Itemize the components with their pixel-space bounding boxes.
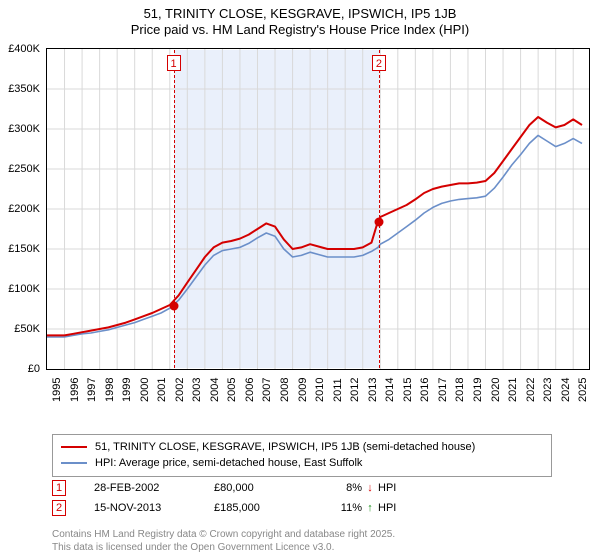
sale-price-1: £80,000 (214, 482, 314, 494)
legend-label-1: 51, TRINITY CLOSE, KESGRAVE, IPSWICH, IP… (95, 441, 475, 453)
legend-item-1: 51, TRINITY CLOSE, KESGRAVE, IPSWICH, IP… (61, 439, 543, 455)
title-address: 51, TRINITY CLOSE, KESGRAVE, IPSWICH, IP… (0, 6, 600, 22)
x-tick-label: 2022 (525, 378, 537, 402)
marker-line-2 (379, 50, 380, 368)
x-tick-label: 2008 (279, 378, 291, 402)
arrow-down-icon: ↓ (362, 482, 378, 494)
sale-date-2: 15-NOV-2013 (94, 502, 214, 514)
x-tick-label: 2002 (174, 378, 186, 402)
x-tick-label: 2000 (139, 378, 151, 402)
x-tick-label: 2007 (261, 378, 273, 402)
y-tick-label: £250K (0, 163, 40, 175)
title-block: 51, TRINITY CLOSE, KESGRAVE, IPSWICH, IP… (0, 0, 600, 39)
marker-dot-1 (169, 302, 178, 311)
line-series (47, 49, 589, 369)
x-tick-label: 2011 (332, 378, 344, 402)
sale-price-2: £185,000 (214, 502, 314, 514)
x-tick-label: 2005 (226, 378, 238, 402)
x-tick-label: 2009 (297, 378, 309, 402)
x-tick-label: 2006 (244, 378, 256, 402)
y-tick-label: £200K (0, 203, 40, 215)
marker-box-2: 2 (372, 55, 386, 71)
y-tick-label: £150K (0, 243, 40, 255)
marker-box-1: 1 (167, 55, 181, 71)
chart-container: 51, TRINITY CLOSE, KESGRAVE, IPSWICH, IP… (0, 0, 600, 560)
x-tick-label: 2023 (542, 378, 554, 402)
y-tick-label: £350K (0, 83, 40, 95)
x-tick-label: 2014 (384, 378, 396, 402)
x-tick-label: 2010 (314, 378, 326, 402)
x-tick-label: 2017 (437, 378, 449, 402)
legend-item-2: HPI: Average price, semi-detached house,… (61, 455, 543, 471)
footer-attribution: Contains HM Land Registry data © Crown c… (52, 529, 395, 554)
x-tick-label: 2003 (191, 378, 203, 402)
y-tick-label: £400K (0, 43, 40, 55)
sale-date-1: 28-FEB-2002 (94, 482, 214, 494)
y-tick-label: £100K (0, 283, 40, 295)
x-tick-label: 2012 (349, 378, 361, 402)
x-tick-label: 2021 (507, 378, 519, 402)
chart-area: £0£50K£100K£150K£200K£250K£300K£350K£400… (46, 48, 590, 396)
title-subtitle: Price paid vs. HM Land Registry's House … (0, 22, 600, 38)
y-tick-label: £0 (0, 363, 40, 375)
y-tick-label: £50K (0, 323, 40, 335)
legend-label-2: HPI: Average price, semi-detached house,… (95, 457, 362, 469)
legend-box: 51, TRINITY CLOSE, KESGRAVE, IPSWICH, IP… (52, 434, 552, 477)
legend-swatch-2 (61, 462, 87, 464)
sale-marker-2: 2 (52, 500, 66, 516)
sales-table: 1 28-FEB-2002 £80,000 8% ↓ HPI 2 15-NOV-… (52, 478, 552, 518)
x-tick-label: 2024 (560, 378, 572, 402)
x-tick-label: 1997 (86, 378, 98, 402)
sale-row-2: 2 15-NOV-2013 £185,000 11% ↑ HPI (52, 498, 552, 518)
sale-pct-1: 8% (314, 482, 362, 494)
x-tick-label: 2019 (472, 378, 484, 402)
x-tick-label: 2020 (490, 378, 502, 402)
x-tick-label: 2025 (577, 378, 589, 402)
marker-dot-2 (374, 218, 383, 227)
marker-line-1 (174, 50, 175, 368)
y-tick-label: £300K (0, 123, 40, 135)
x-tick-label: 1996 (69, 378, 81, 402)
x-tick-label: 1998 (104, 378, 116, 402)
sale-marker-1: 1 (52, 480, 66, 496)
x-tick-label: 2015 (402, 378, 414, 402)
sale-row-1: 1 28-FEB-2002 £80,000 8% ↓ HPI (52, 478, 552, 498)
footer-line-1: Contains HM Land Registry data © Crown c… (52, 529, 395, 542)
sale-pct-2: 11% (314, 502, 362, 514)
x-tick-label: 1999 (121, 378, 133, 402)
x-tick-label: 2013 (367, 378, 379, 402)
arrow-up-icon: ↑ (362, 502, 378, 514)
sale-ref-2: HPI (378, 502, 418, 514)
x-tick-label: 2004 (209, 378, 221, 402)
x-tick-label: 2016 (419, 378, 431, 402)
sale-ref-1: HPI (378, 482, 418, 494)
plot-region: 12 (46, 48, 590, 370)
footer-line-2: This data is licensed under the Open Gov… (52, 542, 395, 555)
legend-swatch-1 (61, 446, 87, 449)
x-tick-label: 1995 (51, 378, 63, 402)
x-tick-label: 2001 (156, 378, 168, 402)
x-tick-label: 2018 (454, 378, 466, 402)
